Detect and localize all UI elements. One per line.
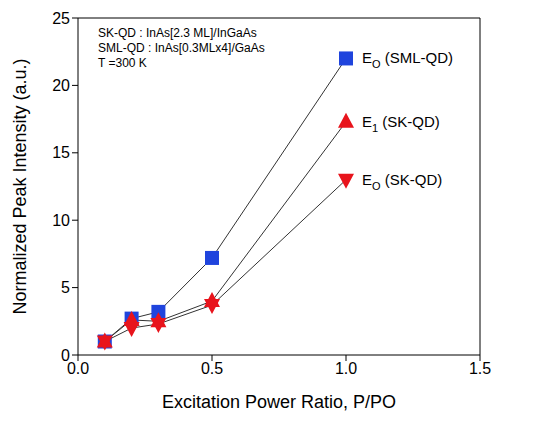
svg-text:EO (SK-QD): EO (SK-QD) bbox=[362, 171, 442, 192]
html-text:T =300 K: T =300 K bbox=[98, 56, 147, 70]
html-text:SML-QD : InAs[0.3MLx4]/GaAs: SML-QD : InAs[0.3MLx4]/GaAs bbox=[98, 41, 265, 55]
svg-text:Normalized Peak Intensity (a.u: Normalized Peak Intensity (a.u.) bbox=[10, 58, 30, 314]
svg-text:15: 15 bbox=[52, 144, 70, 161]
svg-text:5: 5 bbox=[61, 279, 70, 296]
html-text:SK-QD : InAs[2.3 ML]/InGaAs: SK-QD : InAs[2.3 ML]/InGaAs bbox=[98, 26, 257, 40]
svg-text:Excitation Power Ratio, P/PO: Excitation Power Ratio, P/PO bbox=[162, 392, 396, 412]
svg-text:25: 25 bbox=[52, 10, 70, 27]
svg-text:0.0: 0.0 bbox=[67, 360, 89, 377]
svg-text:1.0: 1.0 bbox=[335, 360, 357, 377]
svg-text:0: 0 bbox=[61, 347, 70, 364]
svg-text:E1 (SK-QD): E1 (SK-QD) bbox=[362, 113, 440, 134]
svg-text:10: 10 bbox=[52, 212, 70, 229]
svg-text:EO (SML-QD): EO (SML-QD) bbox=[362, 49, 453, 70]
svg-text:1.5: 1.5 bbox=[469, 360, 491, 377]
svg-text:0.5: 0.5 bbox=[201, 360, 223, 377]
svg-text:20: 20 bbox=[52, 77, 70, 94]
